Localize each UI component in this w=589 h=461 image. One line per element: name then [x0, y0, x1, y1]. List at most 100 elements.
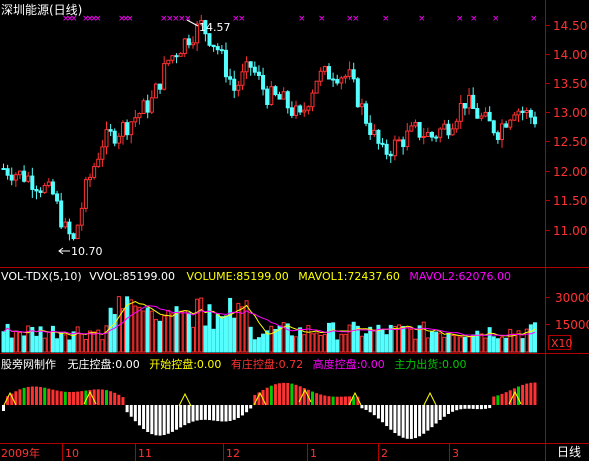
signal-marker: × [382, 14, 390, 24]
volume-bar [236, 302, 241, 353]
zhuang-bar-up [80, 391, 84, 405]
candlestick-series [1, 14, 537, 241]
volume-bar [520, 338, 525, 353]
zhuang-bar-down [232, 405, 236, 420]
signal-marker: × [530, 14, 538, 24]
volume-bar [46, 331, 51, 353]
candle-body [219, 49, 224, 52]
zhuang-bar-down [154, 405, 158, 436]
signal-marker: × [94, 14, 102, 24]
volume-bar [145, 307, 150, 353]
volume-axis: 30000 15000 X10 [545, 291, 589, 350]
candle-body [388, 153, 393, 157]
volume-bar [425, 337, 430, 353]
volume-bar [446, 333, 451, 353]
candle-body [9, 174, 14, 181]
signal-marker: × [126, 14, 134, 24]
date-label-jan: 1 [310, 447, 317, 460]
candle-body [38, 190, 43, 193]
candle-body [289, 107, 294, 116]
volume-bar [186, 312, 191, 353]
signal-marker: × [492, 14, 500, 24]
candle-body [326, 66, 331, 80]
mavol1-line [3, 301, 536, 338]
volume-label: VOLUME:85199.00 [187, 270, 289, 283]
signal-marker: × [70, 14, 78, 24]
zhuang-bar-down [451, 405, 455, 412]
zhuang-bar-up [517, 386, 520, 405]
volume-bar [500, 336, 505, 353]
zhuang-bar-down [150, 405, 154, 435]
volume-bar [55, 338, 60, 353]
volume-ma-lines [3, 301, 536, 338]
zhuang-bar-up [278, 383, 282, 405]
candle-body [335, 78, 340, 84]
signal-marker: × [166, 14, 174, 24]
volume-bar [495, 338, 500, 353]
volume-bar [223, 315, 228, 353]
zhuang-bar-down [405, 405, 409, 439]
candle-body [203, 20, 208, 35]
candle-body [508, 119, 513, 128]
zhuang-bar-up [84, 390, 88, 405]
candle-body [71, 233, 76, 240]
volume-bar [1, 331, 6, 353]
volume-bar [92, 331, 97, 353]
candle-body [252, 66, 257, 73]
candle-body [397, 139, 402, 142]
candle-body [186, 38, 191, 46]
zhuang-bar-down [397, 405, 401, 436]
volume-bar [149, 310, 154, 353]
candle-body [318, 70, 323, 82]
volume-bar [516, 330, 521, 353]
zhuang-bar-down [414, 405, 417, 439]
zhuang-bar-down [170, 405, 174, 432]
volume-bar [273, 329, 278, 353]
zhuang-out-label: 主力出货:0.00 [394, 357, 466, 371]
candle-body [215, 46, 220, 51]
candle-body [380, 142, 385, 145]
candle-body [277, 94, 282, 100]
zhuang-bar-up [51, 389, 55, 405]
signal-marker: × [160, 14, 168, 24]
zhuang-bar-up [508, 390, 512, 405]
volume-bar [294, 336, 299, 353]
low-marker-label: 10.70 [71, 245, 103, 258]
volume-bar [137, 306, 142, 353]
volume-bar [133, 305, 138, 353]
zhuang-none-label: 无庄控盘:0.00 [68, 357, 140, 371]
volume-legend: VOL-TDX(5,10) VVOL:85199.00 VOLUME:85199… [1, 270, 511, 283]
zhuang-peak [423, 391, 437, 406]
candle-body [343, 75, 348, 79]
zhuang-bar-up [512, 388, 516, 405]
zhuang-bar-up [319, 394, 323, 405]
volume-bar [442, 336, 447, 353]
date-label-dec: 12 [226, 447, 240, 460]
zhuang-bar-up [265, 387, 269, 405]
volume-bar [162, 315, 167, 353]
volume-bar [380, 329, 385, 353]
zhuang-bar-up [253, 395, 257, 405]
volume-bar [88, 330, 93, 353]
period-label[interactable]: 日线 [557, 445, 581, 459]
candle-body [310, 92, 315, 108]
zhuang-bar-down [216, 405, 220, 422]
zhuang-bar-up [261, 389, 265, 405]
candle-body [120, 122, 125, 137]
signal-marker: × [122, 14, 130, 24]
volume-bar [265, 330, 270, 353]
signal-marker: × [470, 14, 478, 24]
candle-body [133, 117, 138, 123]
zhuang-bar-up [121, 397, 125, 405]
candle-body [88, 176, 93, 181]
zhuang-bar-down [129, 405, 133, 417]
zhuang-bar-up [10, 393, 14, 405]
volume-tick-1: 30000 [555, 291, 589, 305]
zhuang-bar-down [125, 405, 129, 413]
zhuang-bar-down [220, 405, 224, 422]
zhuang-bar-down [372, 405, 376, 416]
volume-bar [281, 322, 286, 353]
zhuang-start-label: 开始控盘:0.00 [149, 357, 221, 371]
volume-bar [252, 339, 257, 353]
